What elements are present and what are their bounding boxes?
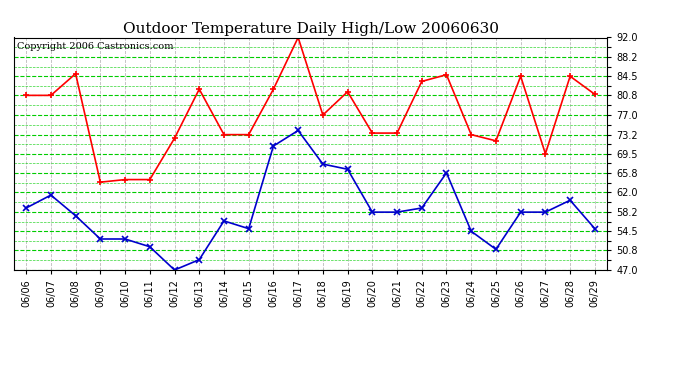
Text: Copyright 2006 Castronics.com: Copyright 2006 Castronics.com xyxy=(17,42,173,51)
Title: Outdoor Temperature Daily High/Low 20060630: Outdoor Temperature Daily High/Low 20060… xyxy=(123,22,498,36)
